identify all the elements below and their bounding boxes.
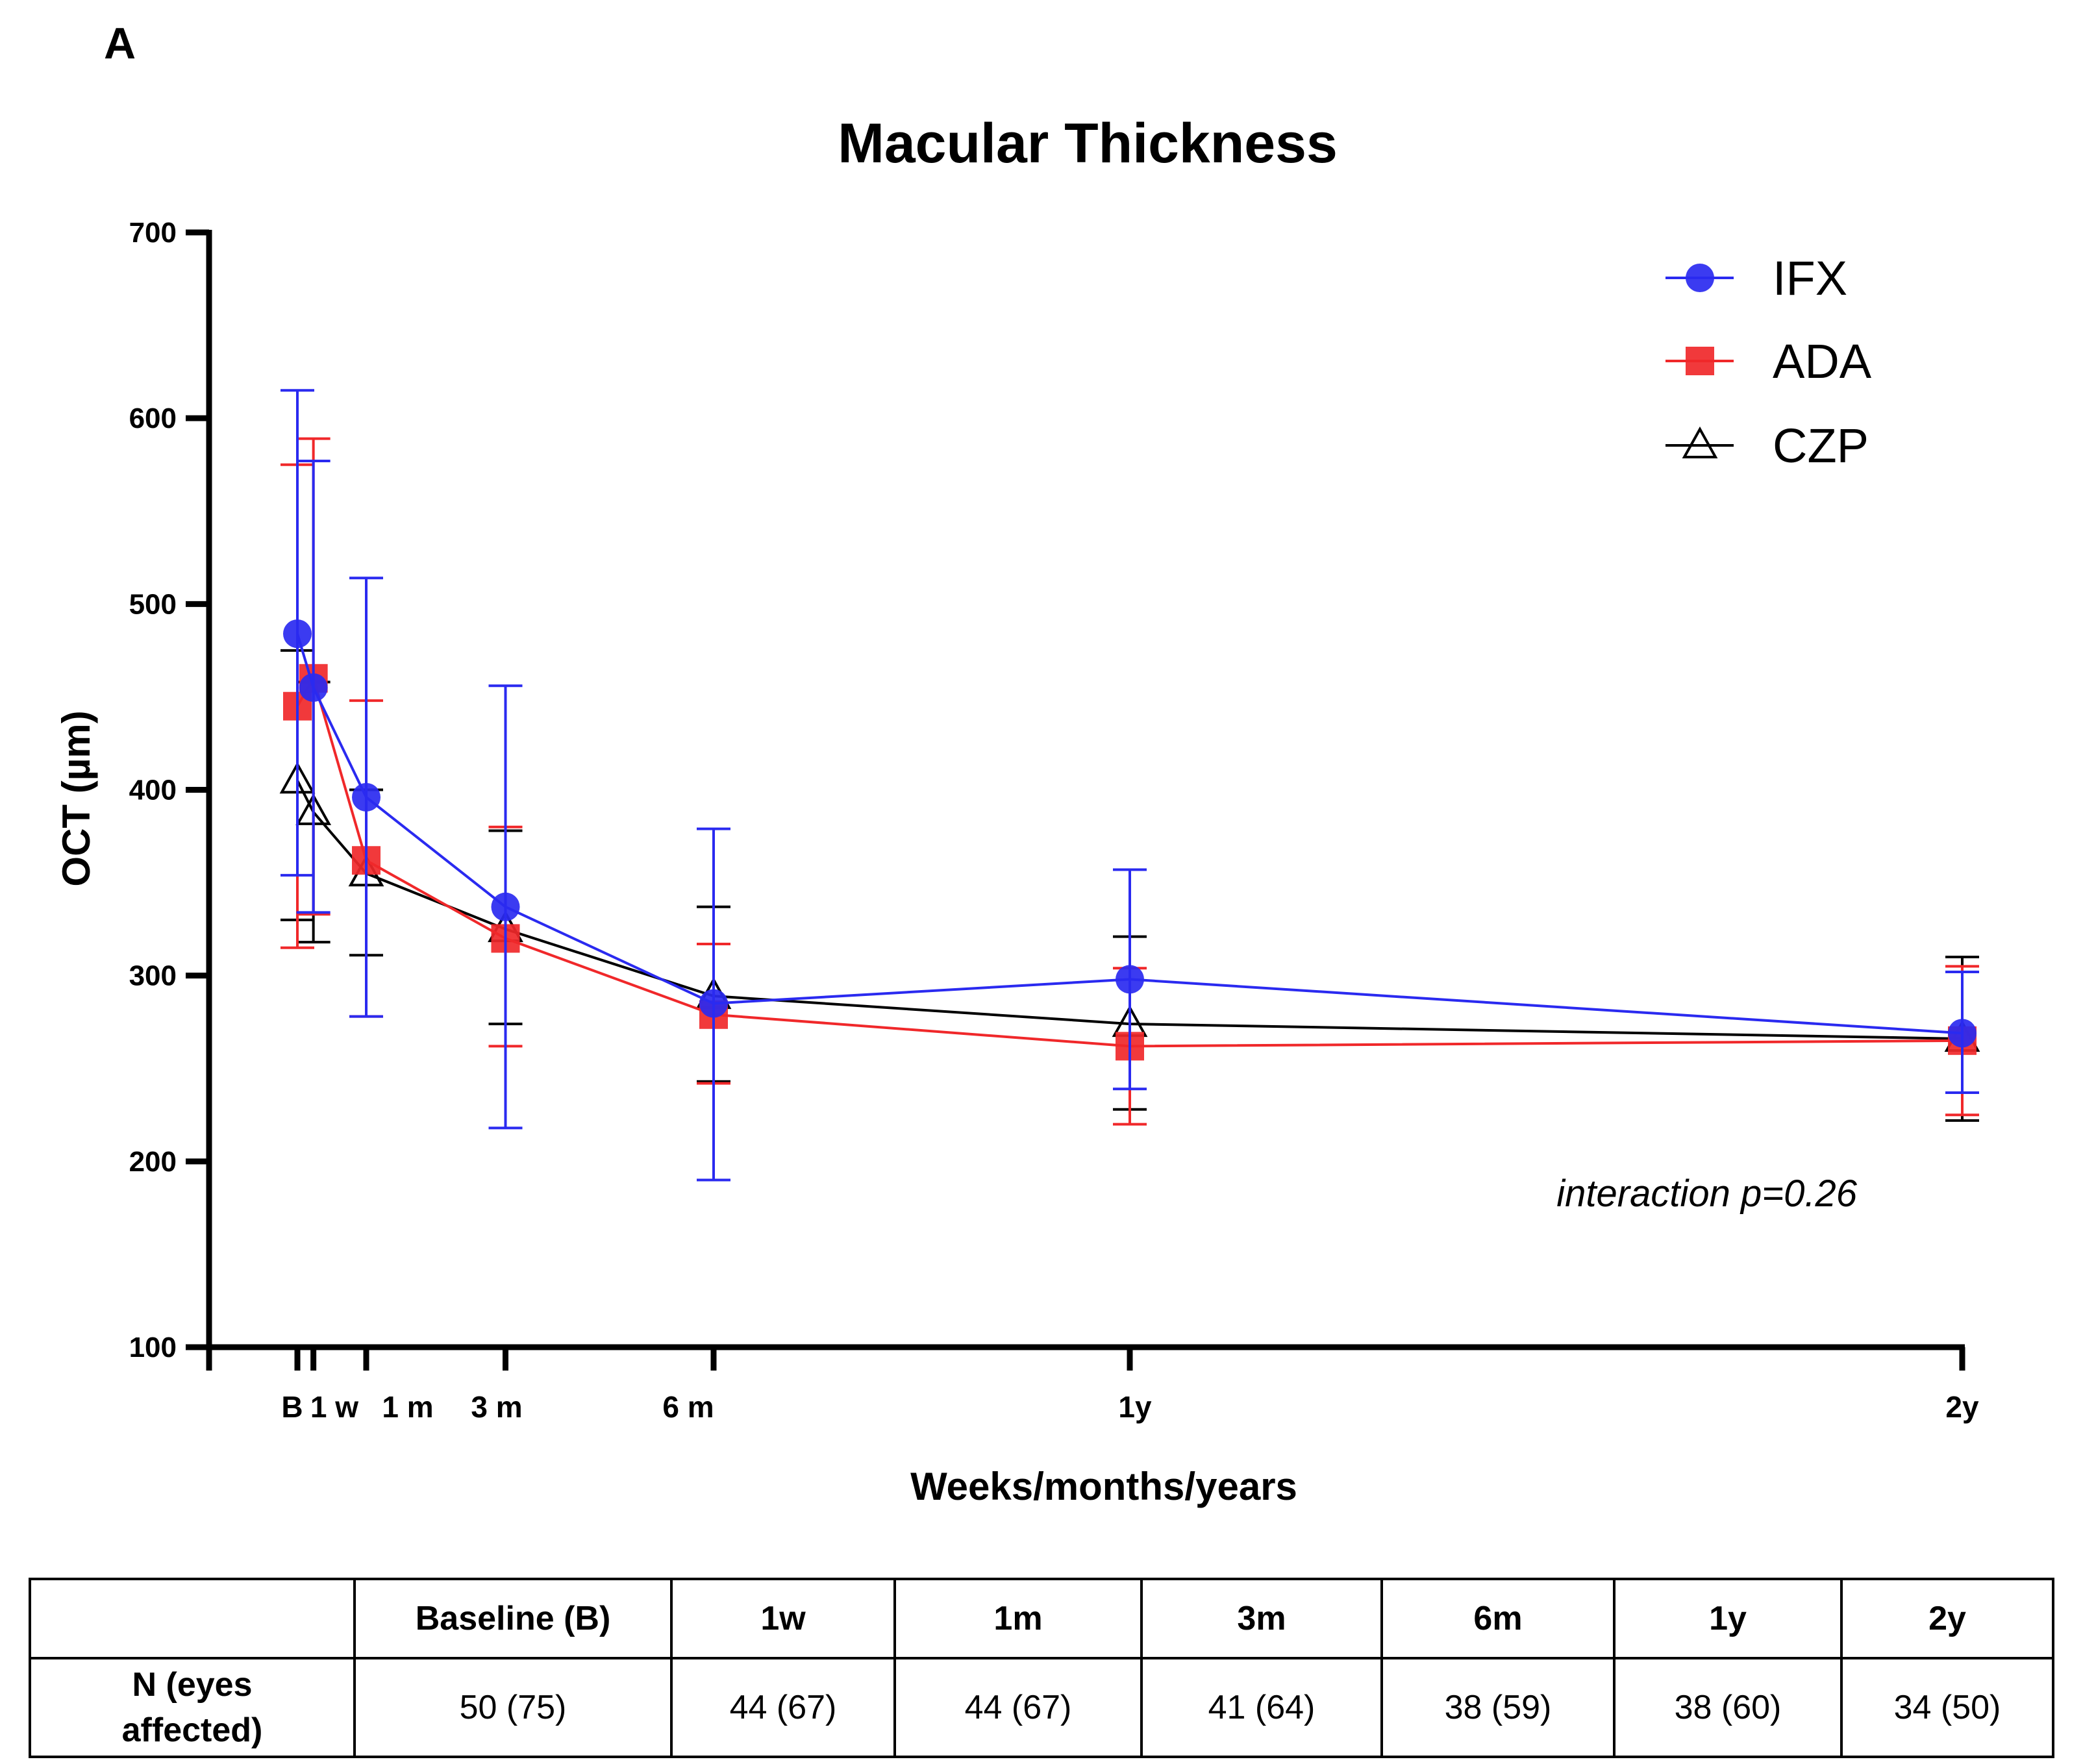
table-cell: 50 (75) [353, 1657, 673, 1758]
data-point [699, 989, 728, 1018]
legend-item-ifx: IFX [1665, 251, 1847, 305]
x-tick-label: 6 m [662, 1390, 714, 1424]
legend-label: ADA [1773, 334, 1872, 388]
x-axis-title: Weeks/months/years [910, 1465, 1297, 1508]
table-row: N (eyes affected) 50 (75) 44 (67) 44 (67… [29, 1657, 2054, 1758]
table-header-cell: 1w [670, 1578, 896, 1659]
table-header-cell: 1m [893, 1578, 1143, 1659]
panel-label: A [104, 19, 136, 68]
chart-title: Macular Thickness [838, 112, 1338, 175]
sample-size-table: Baseline (B) 1w 1m 3m 6m 1y 2y N (eyes a… [29, 1578, 2054, 1758]
table-header-cell: 6m [1380, 1578, 1615, 1659]
data-point [299, 673, 328, 702]
table-header-cell: 1y [1613, 1578, 1843, 1659]
y-axis-title: OCT (µm) [55, 710, 98, 886]
legend-label: IFX [1773, 251, 1847, 305]
x-tick-label: 2y [1945, 1390, 1979, 1424]
table-header-cell: 3m [1140, 1578, 1383, 1659]
x-tick-label: 1 m [382, 1390, 433, 1424]
y-tick-label: 400 [129, 775, 177, 806]
data-point [1948, 1019, 1977, 1048]
data-point [352, 782, 381, 812]
y-tick-label: 600 [129, 403, 177, 434]
series-layer [279, 389, 1980, 1182]
table-header-cell [29, 1578, 356, 1659]
x-tick-label: B [281, 1390, 303, 1424]
x-tick-label: 3 m [471, 1390, 522, 1424]
table-cell: 44 (67) [893, 1657, 1143, 1758]
series-ifx [281, 389, 1979, 1182]
legend-marker [1686, 264, 1714, 292]
x-tick-label: 1 w [310, 1390, 358, 1424]
y-tick-label: 500 [129, 588, 177, 620]
data-point [283, 619, 312, 649]
table-header-row: Baseline (B) 1w 1m 3m 6m 1y 2y [29, 1578, 2054, 1659]
row-label-line1: N (eyes [132, 1666, 253, 1704]
interaction-p-annotation: interaction p=0.26 [1556, 1173, 1857, 1215]
legend-item-czp: CZP [1665, 419, 1869, 473]
table-header-cell: Baseline (B) [353, 1578, 673, 1659]
y-tick-label: 300 [129, 960, 177, 992]
table-header-cell: 2y [1840, 1578, 2054, 1659]
macular-thickness-chart: Macular Thickness 100 200 300 400 500 600 700 B… [55, 112, 1980, 1508]
legend-label: CZP [1773, 419, 1869, 473]
table-cell: 34 (50) [1840, 1657, 2054, 1758]
table-cell: 41 (64) [1140, 1657, 1383, 1758]
y-tick-label: 700 [129, 217, 177, 249]
table-cell: 38 (60) [1613, 1657, 1843, 1758]
legend: IFX ADA CZP [1665, 251, 1872, 473]
table-row-label: N (eyes affected) [29, 1657, 356, 1758]
legend-marker [1686, 347, 1714, 375]
y-tick-label: 200 [129, 1146, 177, 1178]
row-label-line2: affected) [121, 1711, 263, 1749]
y-tick-label: 100 [129, 1332, 177, 1363]
legend-marker [1682, 426, 1718, 458]
table-cell: 38 (59) [1380, 1657, 1615, 1758]
data-point [1116, 965, 1144, 994]
axes: 100 200 300 400 500 600 700 B 1 w 1 m 3 m 6 m 1y 2y [129, 217, 1979, 1424]
data-point [491, 892, 520, 921]
legend-item-ada: ADA [1665, 334, 1872, 388]
table-cell: 44 (67) [670, 1657, 896, 1758]
x-tick-label: 1y [1118, 1390, 1152, 1424]
